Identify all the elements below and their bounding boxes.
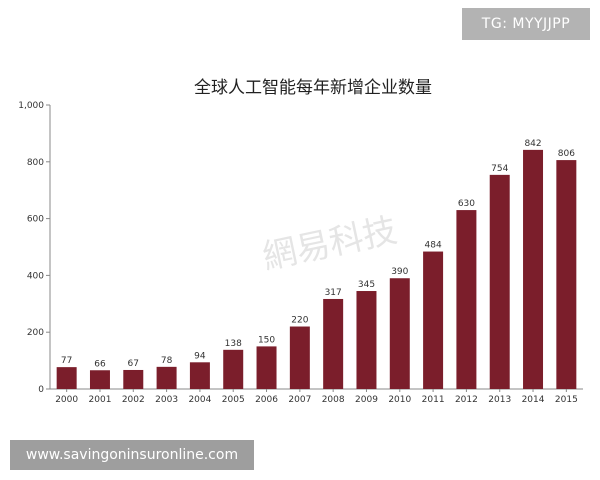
data-label-2007: 220: [291, 316, 308, 326]
data-label-2004: 94: [194, 351, 206, 361]
y-tick-label: 1,000: [18, 101, 44, 111]
data-label-2009: 345: [358, 280, 375, 290]
x-tick-label-2005: 2005: [222, 395, 245, 405]
bars: [56, 149, 577, 389]
x-tick-label-2003: 2003: [155, 395, 178, 405]
tg-badge: TG: MYYJJPP: [462, 8, 590, 40]
data-label-2008: 317: [325, 288, 342, 298]
y-tick-label: 800: [27, 158, 44, 168]
data-labels: 77 66 67 78 94 138 150 220 317 345 390 484 630 754 842…: [61, 139, 575, 369]
data-label-2002: 67: [128, 359, 139, 369]
site-url-banner: www.savingoninsuronline.com: [10, 440, 254, 470]
x-tick-label-2008: 2008: [322, 395, 345, 405]
bar-2009: [356, 291, 377, 389]
chart-title: 全球人工智能每年新增企业数量: [194, 78, 432, 98]
y-tick-label: 600: [27, 215, 44, 225]
x-tick-label-2009: 2009: [355, 395, 378, 405]
watermark-logo: 網易科技: [259, 210, 400, 277]
x-tick-label-2010: 2010: [388, 395, 411, 405]
y-tick-label: 0: [38, 385, 44, 395]
bar-2011: [423, 251, 444, 389]
x-tick-label-2011: 2011: [422, 395, 445, 405]
x-tick-label-2007: 2007: [288, 395, 311, 405]
x-tick-label-2013: 2013: [488, 395, 511, 405]
data-label-2011: 484: [425, 241, 442, 251]
bar-2002: [123, 369, 144, 389]
x-tick-label-2014: 2014: [522, 395, 545, 405]
bar-2004: [189, 362, 210, 389]
x-tick-label-2004: 2004: [188, 395, 211, 405]
bar-2007: [289, 326, 310, 389]
bar-2010: [389, 278, 410, 389]
data-label-2006: 150: [258, 335, 275, 345]
data-label-2010: 390: [391, 267, 408, 277]
data-label-2014: 842: [524, 139, 541, 149]
bar-2013: [489, 174, 510, 389]
data-label-2015: 806: [558, 149, 575, 159]
bar-2012: [456, 210, 477, 389]
bar-2000: [56, 367, 77, 389]
y-axis: 0 200 400 600 800 1,000: [18, 101, 51, 395]
bar-2008: [323, 298, 344, 389]
x-tick-label-2001: 2001: [89, 395, 112, 405]
data-label-2001: 66: [94, 359, 106, 369]
x-tick-label-2015: 2015: [555, 395, 578, 405]
x-axis: 2000 2001 2002 2003 2004 2005 2006 2007 2008 2009…: [50, 388, 583, 405]
bar-2005: [223, 349, 244, 389]
bar-2001: [89, 370, 110, 389]
x-tick-label-2006: 2006: [255, 395, 278, 405]
bar-2014: [523, 149, 544, 389]
x-tick-label-2012: 2012: [455, 395, 478, 405]
data-label-2005: 138: [225, 339, 242, 349]
data-label-2000: 77: [61, 356, 72, 366]
data-label-2013: 754: [491, 164, 508, 174]
x-tick-label-2002: 2002: [122, 395, 145, 405]
bar-2006: [256, 346, 277, 389]
y-tick-label: 200: [27, 328, 44, 338]
bar-2003: [156, 366, 177, 389]
data-label-2012: 630: [458, 199, 475, 209]
y-tick-label: 400: [27, 271, 44, 281]
bar-2015: [556, 160, 577, 389]
data-label-2003: 78: [161, 356, 173, 366]
x-tick-label-2000: 2000: [55, 395, 78, 405]
